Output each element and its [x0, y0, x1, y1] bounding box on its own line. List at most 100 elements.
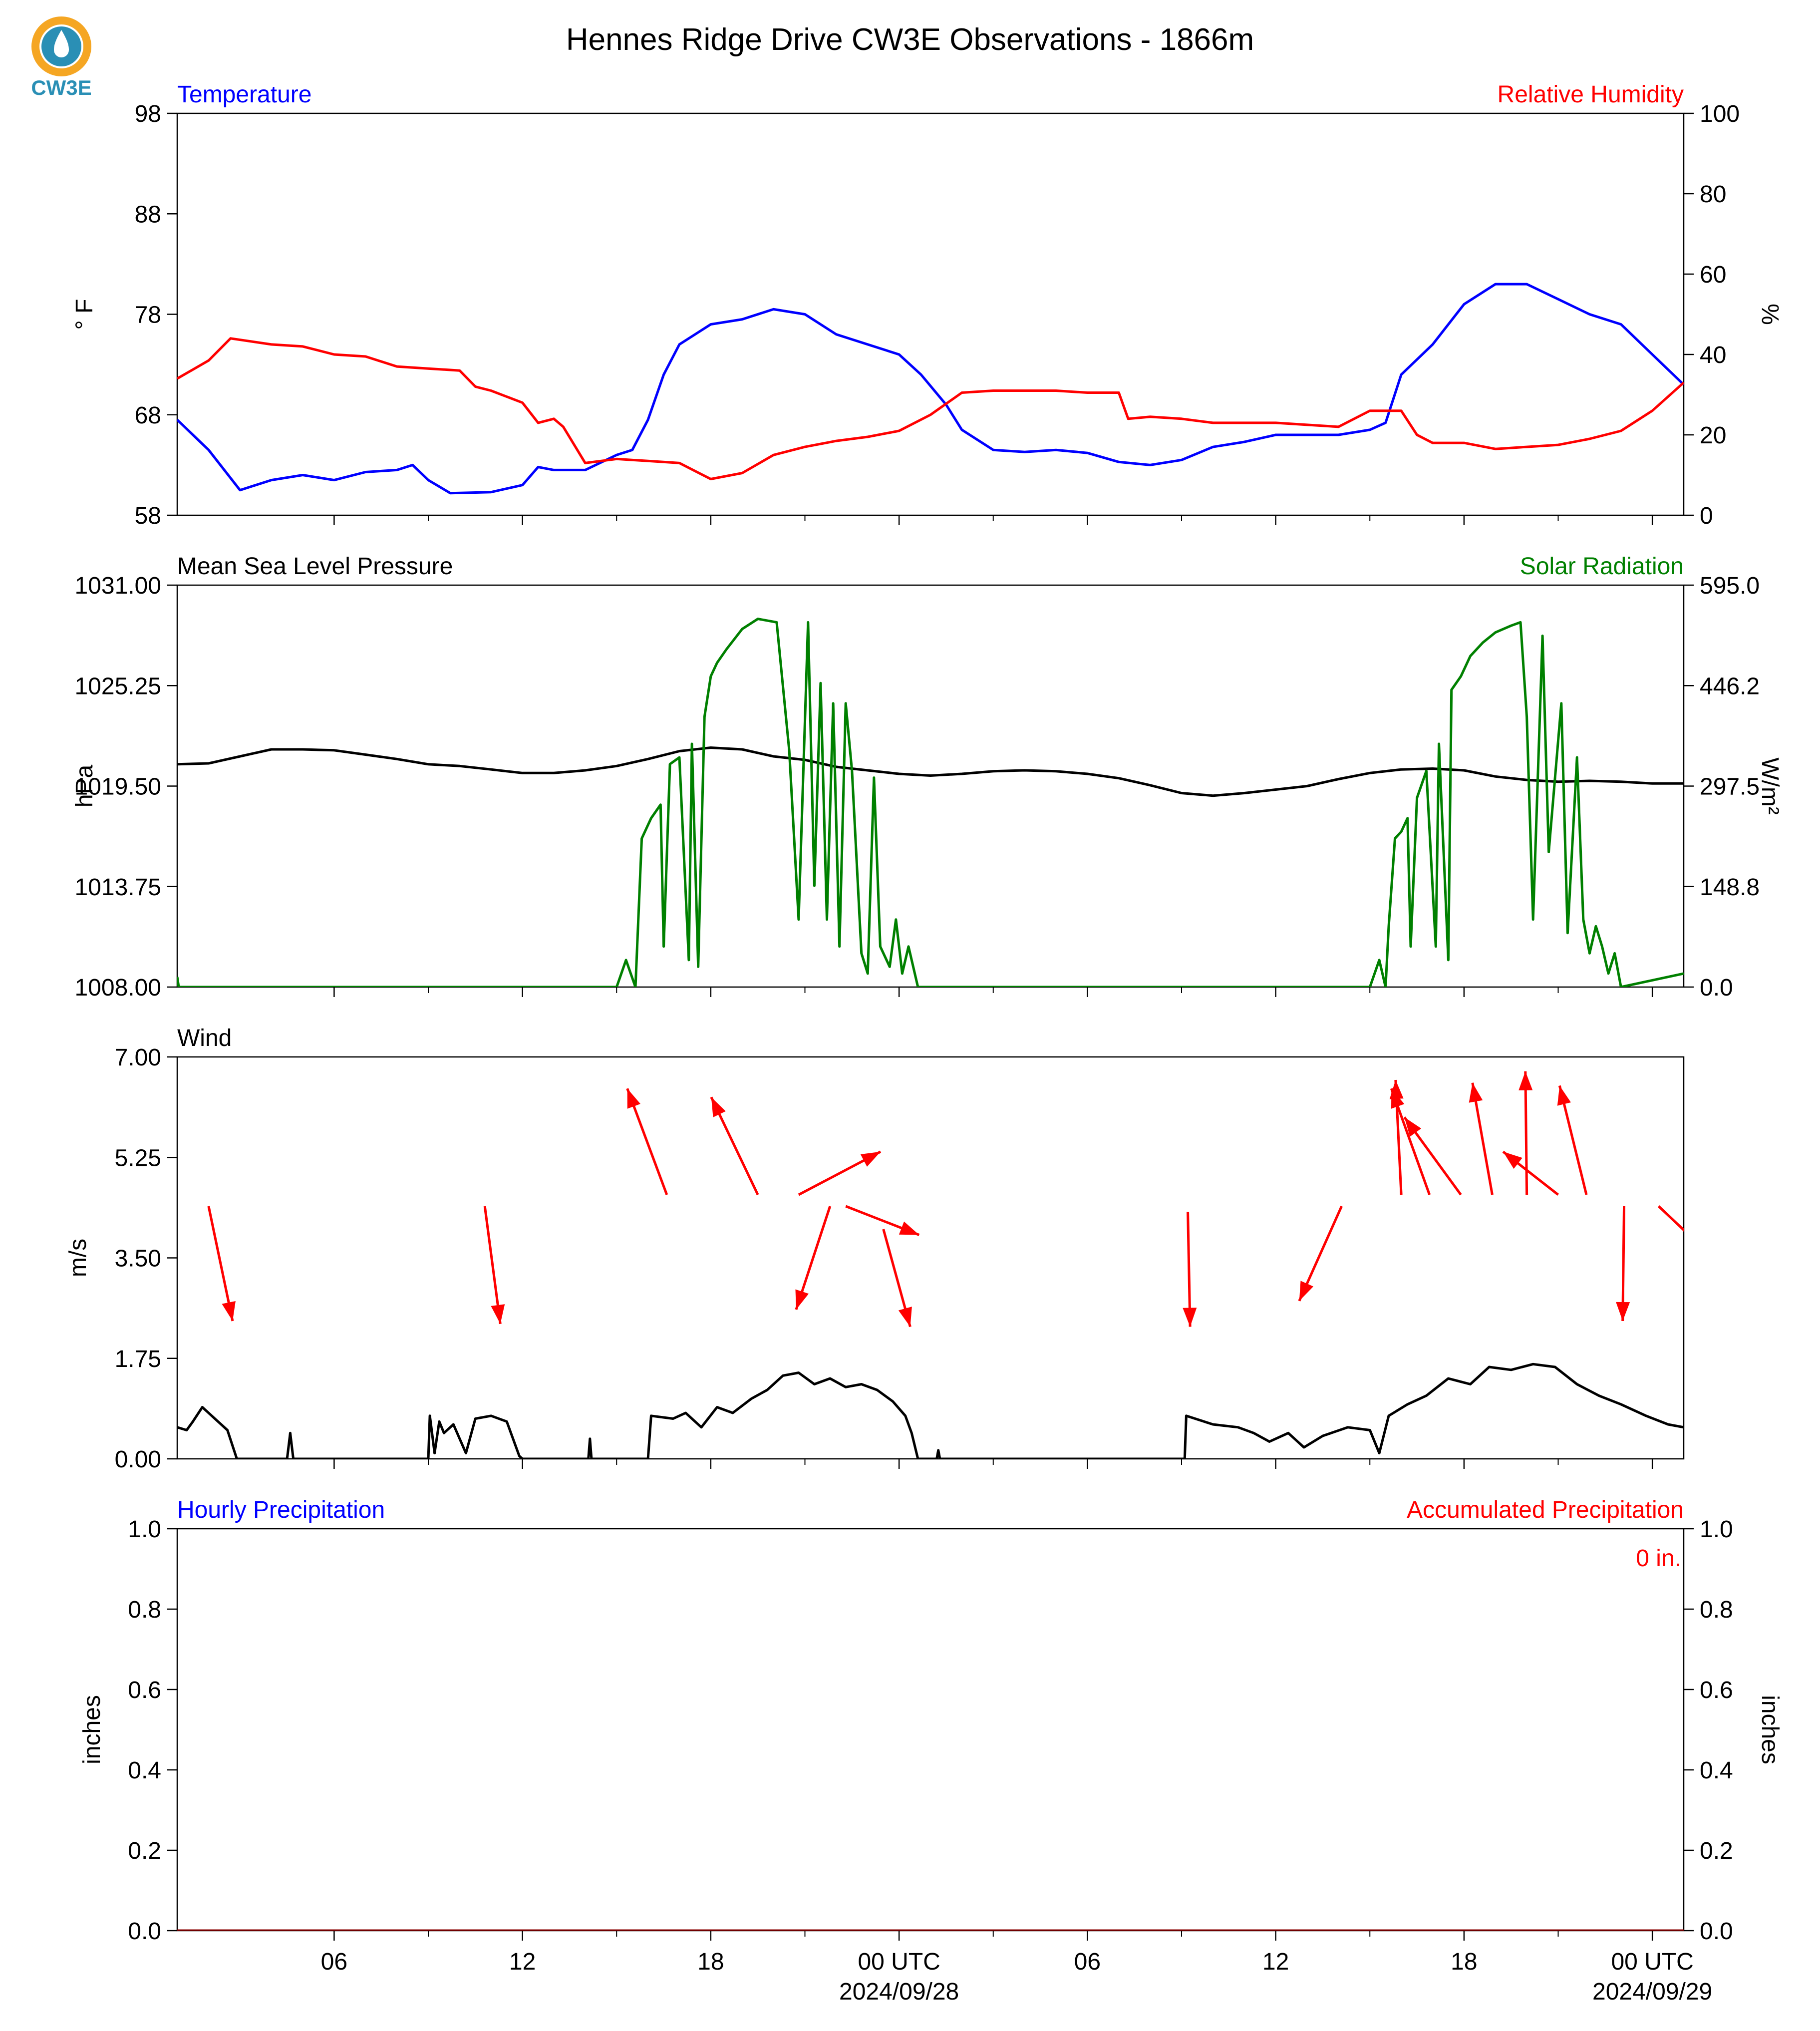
- temp-left-tick-label: 68: [135, 402, 161, 429]
- logo-drop-icon: [54, 30, 69, 57]
- pressure-right-title: Solar Radiation: [1520, 553, 1684, 580]
- temp-right-tick-label: 40: [1700, 342, 1726, 368]
- x-tick-label: 06: [321, 1949, 347, 1975]
- precip-left-tick-label: 0.4: [128, 1757, 161, 1784]
- wind-arrow: [882, 1229, 912, 1328]
- precip-left-tick-label: 0.6: [128, 1677, 161, 1703]
- temp-series-relative-humidity-line: [177, 337, 1684, 480]
- pressure-plot-frame: [176, 584, 1685, 988]
- temp-series-group: [177, 283, 1684, 495]
- temp-left-tick-label: 78: [135, 302, 161, 329]
- precip-left-title: Hourly Precipitation: [177, 1497, 385, 1523]
- x-tick-label: 00 UTC: [1611, 1949, 1693, 1975]
- pressure-series-mean-sea-level-pressure-line: [177, 746, 1684, 797]
- pressure-left-axis-label: hPa: [71, 764, 98, 807]
- pressure-left-title: Mean Sea Level Pressure: [177, 553, 453, 580]
- x-tick-label: 18: [1451, 1949, 1477, 1975]
- wind-arrow-head: [1299, 1281, 1314, 1301]
- wind-arrow-head: [1391, 1088, 1405, 1109]
- temp-right-tick-label: 60: [1700, 262, 1726, 288]
- wind-arrow: [1502, 1150, 1559, 1196]
- pressure-left-tick-label: 1019.50: [74, 774, 161, 800]
- temp-right-tick-label: 0: [1700, 503, 1713, 529]
- wind-panel: Wind 7.00 5.25 3.50 1.75 0.00 m/s: [65, 1025, 1741, 1473]
- wind-arrow-head: [1503, 1151, 1522, 1169]
- wind-arrow: [1183, 1212, 1197, 1327]
- precip-left-axis-label: inches: [79, 1695, 105, 1764]
- wind-arrow: [710, 1096, 759, 1196]
- precip-right-tick-label: 0.0: [1700, 1918, 1733, 1945]
- pressure-right-tick-label: 446.2: [1700, 673, 1760, 699]
- wind-arrow-shaft: [483, 1206, 502, 1325]
- temp-right-tick-label: 20: [1700, 422, 1726, 449]
- cw3e-logo: CW3E: [31, 16, 92, 99]
- precip-right-tick-label: 1.0: [1700, 1516, 1733, 1543]
- wind-arrow: [1518, 1071, 1533, 1195]
- precip-panel: Hourly Precipitation Accumulated Precipit…: [79, 1497, 1783, 2005]
- pressure-left-tick-label: 1031.00: [74, 573, 161, 599]
- wind-arrow-head: [795, 1289, 809, 1310]
- wind-arrow-head: [899, 1221, 919, 1235]
- wind-arrow-head: [898, 1307, 912, 1327]
- wind-left-title: Wind: [177, 1025, 232, 1051]
- accumulated-total-label: 0 in.: [1636, 1545, 1681, 1572]
- temp-right-tick-label: 100: [1700, 101, 1740, 127]
- wind-arrow-head: [1722, 1266, 1741, 1284]
- wind-arrow: [1403, 1116, 1462, 1196]
- pressure-left-tick-label: 1025.25: [74, 673, 161, 699]
- temp-series-temperature-line: [177, 283, 1684, 495]
- wind-left-axis-label: m/s: [65, 1239, 91, 1277]
- wind-plot-frame: [176, 1056, 1685, 1460]
- plot-layer: Temperature Relative Humidity 98 88 78 68 58 10…: [65, 81, 1783, 2005]
- x-tick-date-label: 2024/09/28: [839, 1979, 959, 2005]
- pressure-right-axis-label: W/m²: [1757, 757, 1783, 815]
- wind-arrow: [1657, 1205, 1741, 1284]
- x-tick-label: 00 UTC: [858, 1949, 940, 1975]
- precip-right-tick-label: 0.6: [1700, 1677, 1733, 1703]
- wind-arrow-shaft: [1524, 1071, 1528, 1195]
- temp-right-tick-label: 80: [1700, 181, 1726, 208]
- wind-left-tick-label: 3.50: [115, 1246, 161, 1272]
- wind-arrow-head: [1616, 1302, 1630, 1321]
- pressure-series-group: [177, 618, 1684, 987]
- wind-arrow: [1557, 1085, 1588, 1195]
- precip-left-tick-label: 0.2: [128, 1838, 161, 1864]
- pressure-right-tick-label: 0.0: [1700, 975, 1733, 1001]
- precip-right-axis-label: inches: [1757, 1695, 1783, 1764]
- chart-title-group: Hennes Ridge Drive CW3E Observations - 1…: [566, 22, 1254, 57]
- wind-arrow-head: [1469, 1082, 1483, 1103]
- wind-left-tick-label: 0.00: [115, 1446, 161, 1473]
- precip-right-tick-label: 0.4: [1700, 1757, 1733, 1784]
- temp-left-title: Temperature: [177, 81, 311, 108]
- pressure-left-tick-label: 1008.00: [74, 975, 161, 1001]
- wind-series-wind-line: [177, 1362, 1684, 1459]
- pressure-left-tick-label: 1013.75: [74, 874, 161, 901]
- wind-arrow-head: [491, 1304, 505, 1324]
- wind-arrow: [1298, 1205, 1343, 1302]
- wind-left-tick-label: 5.25: [115, 1145, 161, 1171]
- wind-arrow-shaft: [1657, 1205, 1684, 1232]
- pressure-right-tick-label: 297.5: [1700, 774, 1760, 800]
- pressure-panel: Mean Sea Level Pressure Solar Radiation 10…: [71, 553, 1783, 1001]
- wind-arrow: [1616, 1206, 1630, 1322]
- temp-left-tick-label: 98: [135, 101, 161, 127]
- temp-left-tick-label: 88: [135, 201, 161, 228]
- wind-arrow-shaft: [1187, 1212, 1192, 1327]
- wind-arrow: [483, 1206, 505, 1325]
- wind-arrow-head: [1518, 1071, 1533, 1090]
- logo-ring-icon: [31, 16, 91, 76]
- temp-left-tick-label: 58: [135, 503, 161, 529]
- wind-series-group: [177, 1071, 1741, 1459]
- logo-text: CW3E: [31, 76, 91, 99]
- x-tick-label: 12: [509, 1949, 536, 1975]
- wind-arrow-head: [1404, 1117, 1422, 1137]
- precip-right-title: Accumulated Precipitation: [1407, 1497, 1684, 1523]
- wind-arrow-head: [711, 1097, 726, 1117]
- temp-left-axis-label: ° F: [71, 299, 98, 330]
- wind-arrow-head: [1557, 1085, 1571, 1106]
- precip-right-tick-label: 0.2: [1700, 1838, 1733, 1864]
- precip-plot-frame: [176, 1528, 1685, 1932]
- x-tick-label: 12: [1262, 1949, 1289, 1975]
